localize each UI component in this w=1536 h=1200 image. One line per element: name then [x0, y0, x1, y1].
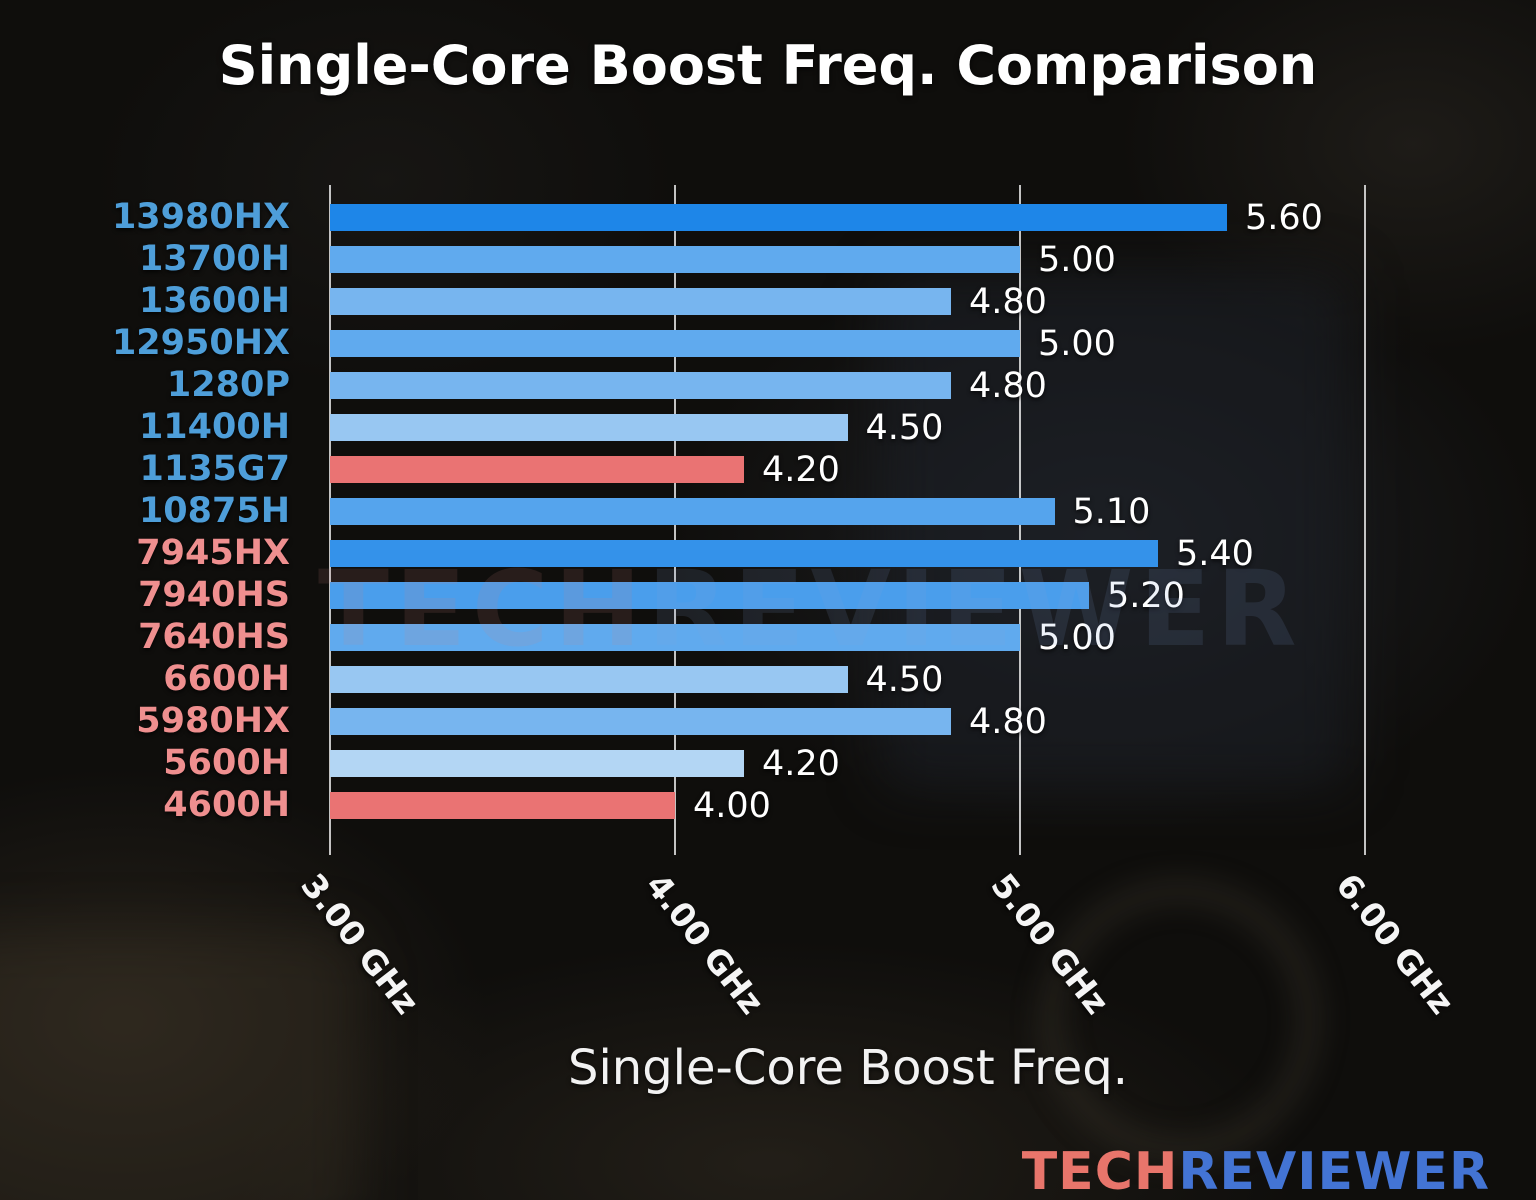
chart-row: 1280P 4.80 — [0, 364, 1536, 406]
category-label: 7945HX — [136, 533, 290, 573]
value-label: 4.80 — [969, 282, 1047, 322]
value-label: 4.50 — [865, 660, 944, 700]
value-label: 4.00 — [693, 786, 771, 826]
category-label: 13600H — [138, 281, 290, 321]
chart-row: 13600H 4.80 — [0, 280, 1536, 322]
bar — [330, 456, 744, 483]
value-label: 4.20 — [762, 744, 840, 784]
bar — [330, 498, 1055, 525]
value-label: 5.00 — [1038, 324, 1116, 364]
chart-row: 7640HS 5.00 — [0, 616, 1536, 658]
value-label: 5.20 — [1107, 576, 1185, 616]
x-tick-label: 6.00 GHz — [1328, 866, 1462, 1022]
value-label: 5.60 — [1245, 198, 1323, 238]
logo-tech-text: TECH — [1021, 1142, 1179, 1200]
bar — [330, 330, 1020, 357]
bar — [330, 666, 848, 693]
chart-row: 4600H 4.00 — [0, 784, 1536, 826]
chart-row: 13980HX 5.60 — [0, 196, 1536, 238]
value-label: 5.40 — [1176, 534, 1254, 574]
chart-row: 7940HS 5.20 — [0, 574, 1536, 616]
chart-row: 13700H 5.00 — [0, 238, 1536, 280]
chart-row: 5980HX 4.80 — [0, 700, 1536, 742]
chart-row: 7945HX 5.40 — [0, 532, 1536, 574]
background-ring-blob — [1040, 880, 1320, 1160]
value-label: 4.80 — [969, 366, 1047, 406]
value-label: 5.00 — [1038, 618, 1116, 658]
bar — [330, 288, 951, 315]
bar — [330, 204, 1227, 231]
chart-row: 10875H 5.10 — [0, 490, 1536, 532]
category-label: 4600H — [163, 785, 290, 825]
background-corner-blob — [0, 930, 360, 1200]
value-label: 4.80 — [969, 702, 1047, 742]
x-tick-label: 4.00 GHz — [638, 866, 772, 1022]
bar — [330, 750, 744, 777]
chart-row: 1135G7 4.20 — [0, 448, 1536, 490]
chart-row: 12950HX 5.00 — [0, 322, 1536, 364]
category-label: 11400H — [138, 407, 290, 447]
bar — [330, 372, 951, 399]
value-label: 5.10 — [1072, 492, 1151, 532]
bar — [330, 414, 848, 441]
bar — [330, 792, 675, 819]
bar — [330, 582, 1089, 609]
value-label: 5.00 — [1038, 240, 1116, 280]
category-label: 13700H — [138, 239, 290, 279]
category-label: 1280P — [166, 365, 290, 405]
chart-title: Single-Core Boost Freq. Comparison — [218, 34, 1318, 97]
category-label: 5980HX — [136, 701, 290, 741]
bar — [330, 624, 1020, 651]
category-label: 7640HS — [138, 617, 290, 657]
category-label: 12950HX — [111, 323, 290, 363]
chart-row: 5600H 4.20 — [0, 742, 1536, 784]
category-label: 7940HS — [138, 575, 290, 615]
bar — [330, 246, 1020, 273]
value-label: 4.50 — [865, 408, 944, 448]
chart-row: 11400H 4.50 — [0, 406, 1536, 448]
category-label: 13980HX — [111, 197, 290, 237]
category-label: 1135G7 — [139, 449, 291, 489]
logo-reviewer-text: REVIEWER — [1178, 1142, 1490, 1200]
techreviewer-logo: TECHREVIEWER — [1022, 1142, 1490, 1200]
bar — [330, 708, 951, 735]
category-label: 5600H — [163, 743, 290, 783]
chart-row: 6600H 4.50 — [0, 658, 1536, 700]
category-label: 6600H — [163, 659, 290, 699]
bar — [330, 540, 1158, 567]
value-label: 4.20 — [762, 450, 840, 490]
x-axis-label: Single-Core Boost Freq. — [567, 1040, 1129, 1096]
gridline — [1364, 185, 1366, 855]
category-label: 10875H — [138, 491, 290, 531]
